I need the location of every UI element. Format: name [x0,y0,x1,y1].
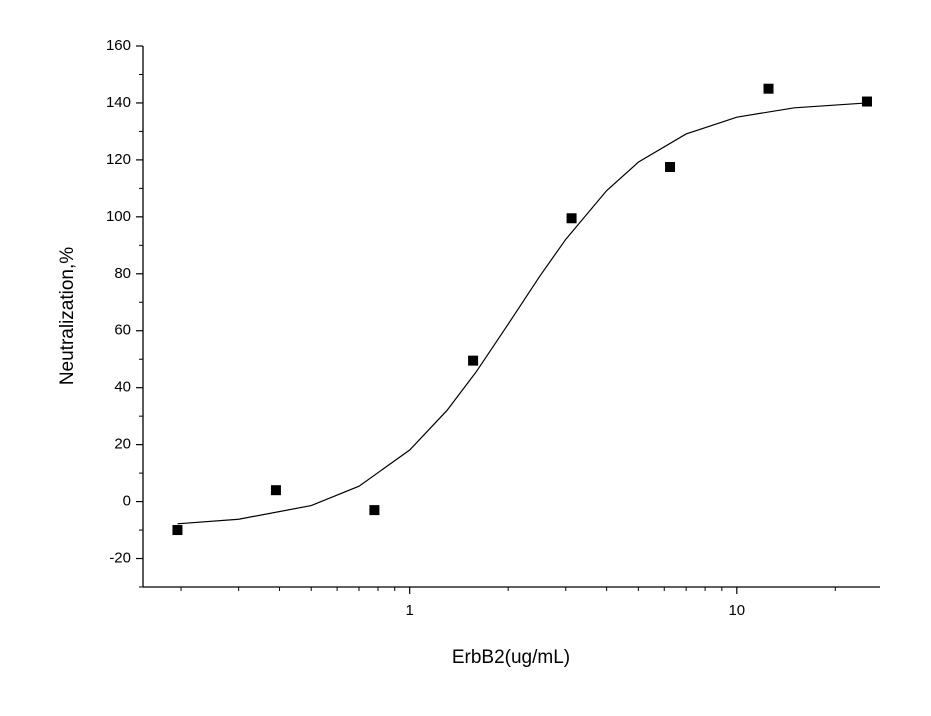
y-axis-title: Neutralization,% [57,247,78,385]
data-point [665,162,676,173]
y-tick-label: 120 [106,151,131,168]
data-point [468,355,479,366]
data-point [270,485,281,496]
y-tick-label: 140 [106,94,131,111]
y-tick-label: 40 [114,379,131,396]
y-tick-label: 0 [123,493,131,510]
y-tick-label: 160 [106,37,131,54]
y-tick-label: 80 [114,265,131,282]
data-point [369,505,380,516]
fit-curve [177,102,868,525]
data-point [763,83,774,94]
y-tick-label: -20 [109,549,131,566]
y-tick-label: 20 [114,436,131,453]
data-point [172,525,183,536]
x-tick-label: 1 [406,602,414,619]
data-point [566,213,577,224]
x-axis-title: ErbB2(ug/mL) [452,647,570,668]
x-tick-label: 10 [728,602,745,619]
y-tick-label: 60 [114,322,131,339]
data-point [861,96,872,107]
y-tick-label: 100 [106,208,131,225]
